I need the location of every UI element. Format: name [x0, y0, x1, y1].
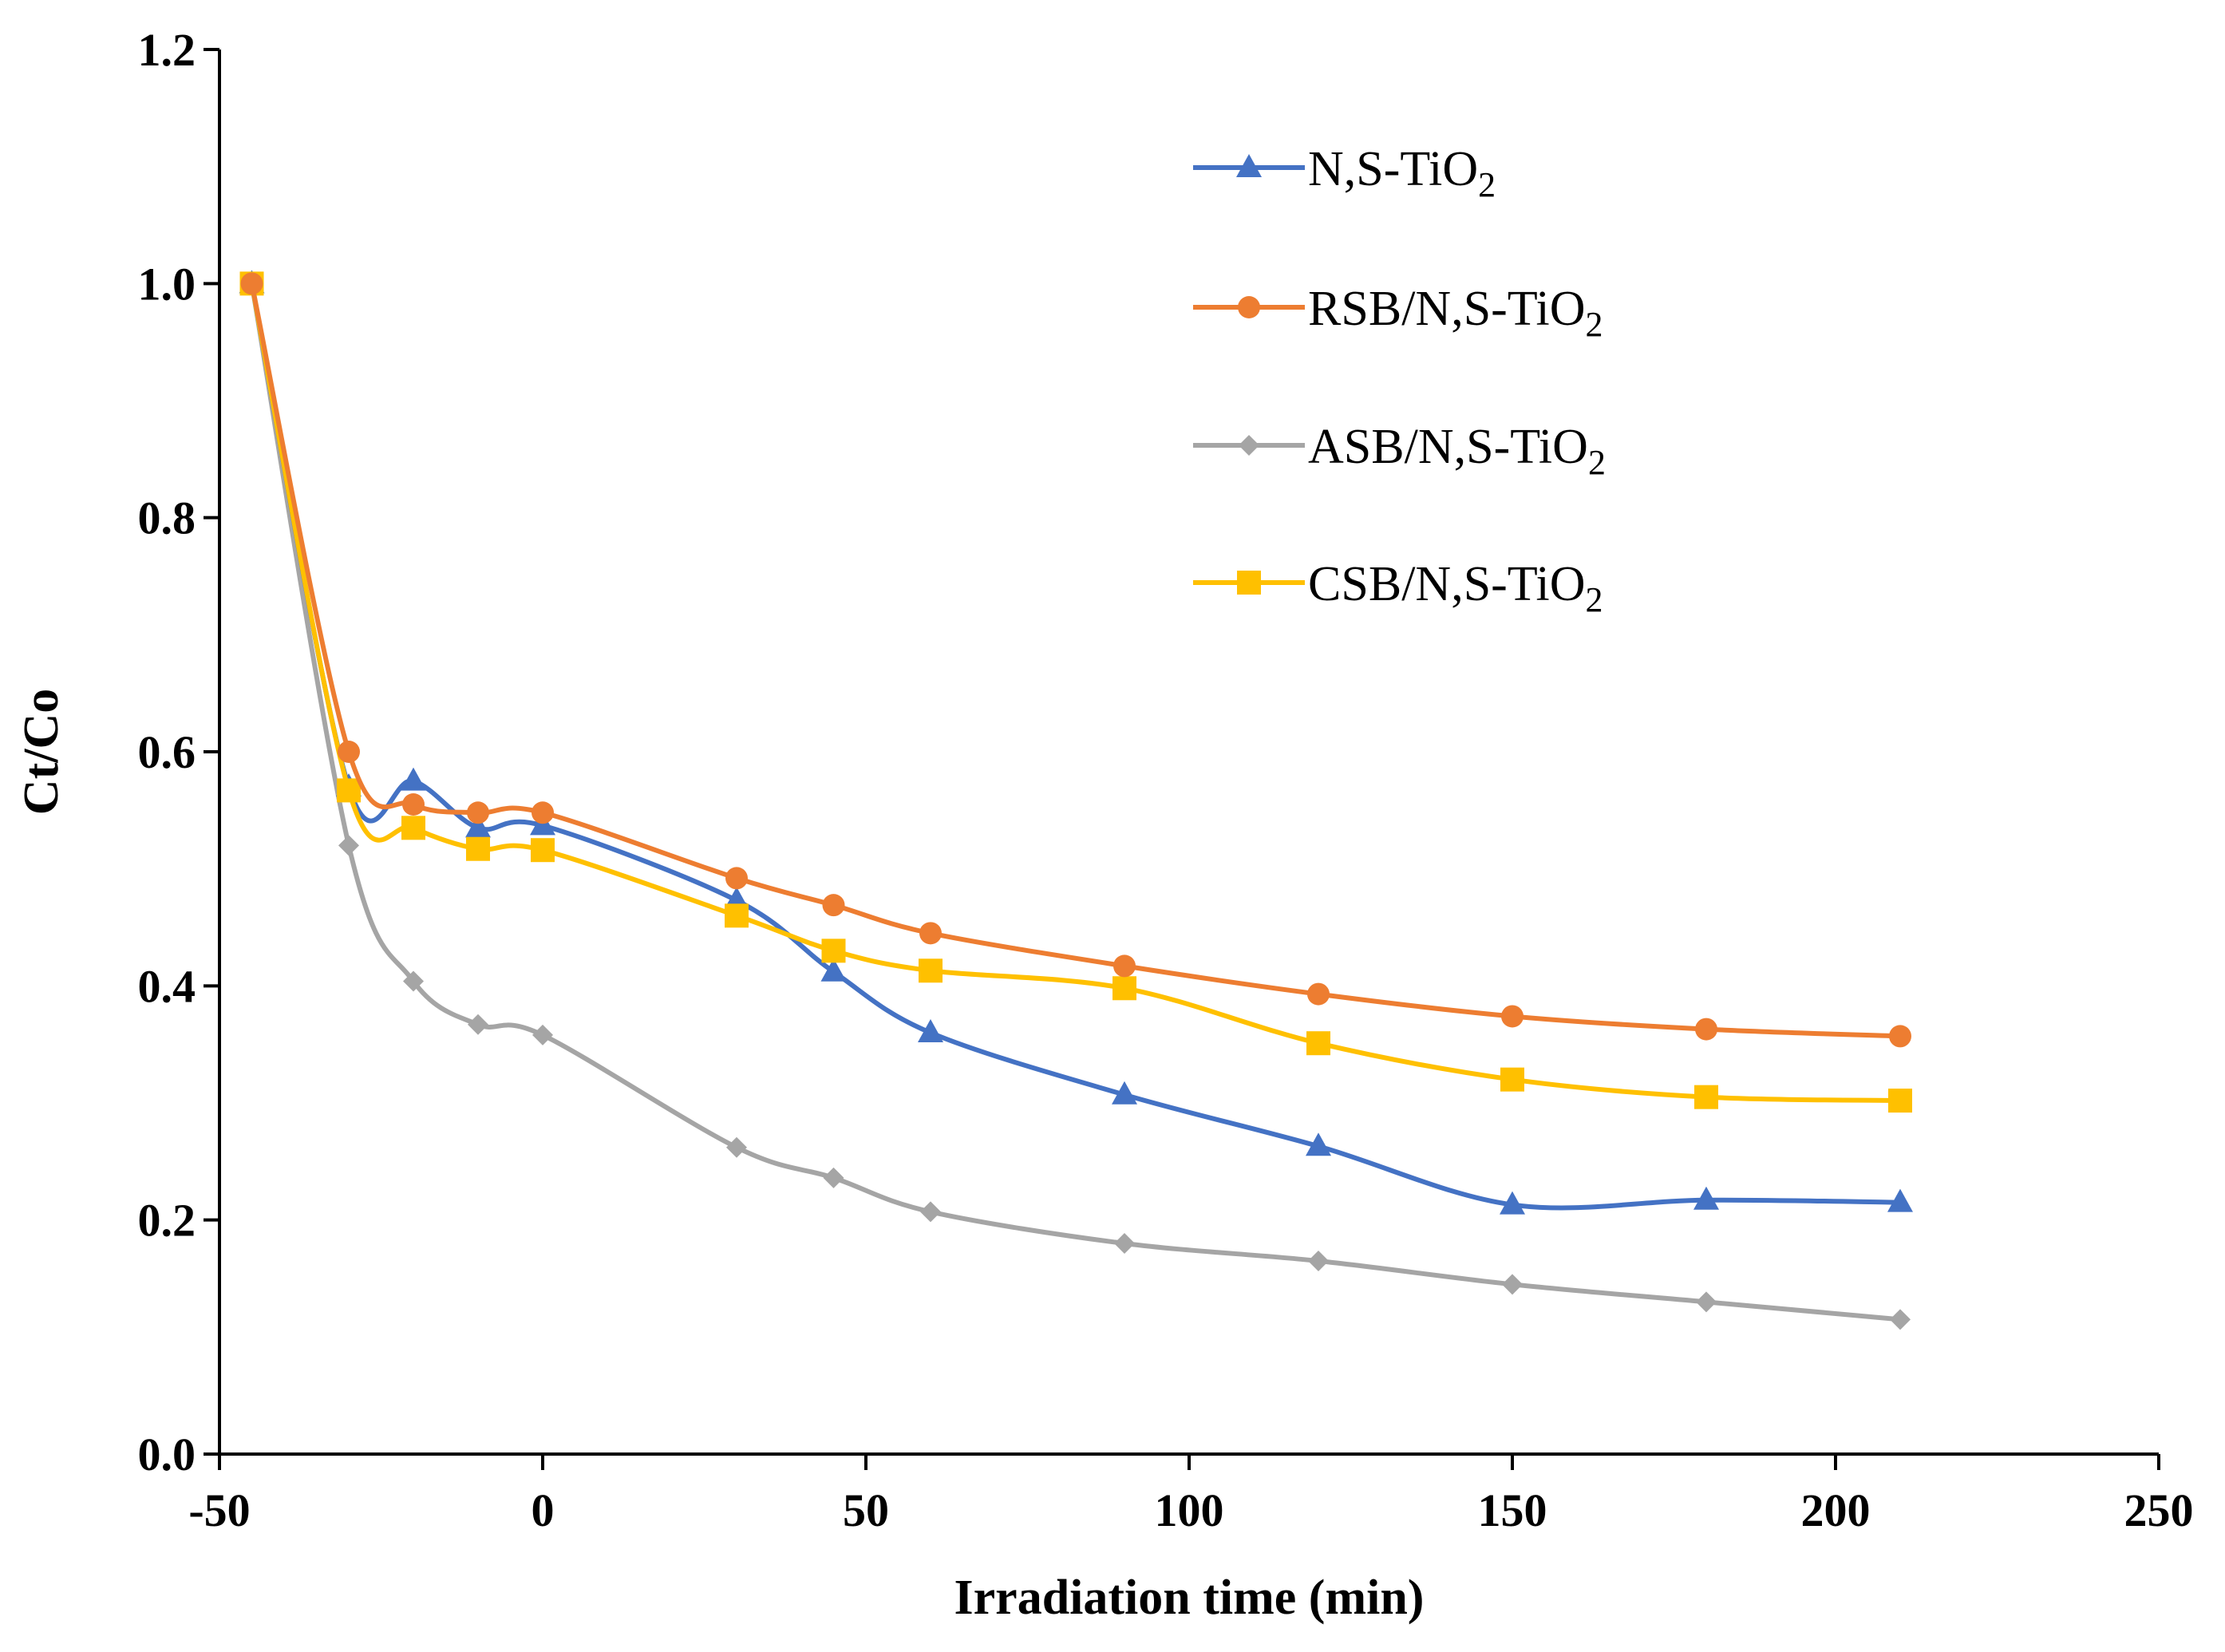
legend-marker — [1237, 571, 1261, 595]
series-line — [249, 283, 1901, 1211]
data-point — [725, 867, 748, 890]
data-point — [1500, 1191, 1525, 1215]
legend-marker — [1236, 154, 1262, 177]
data-point — [338, 741, 360, 763]
x-axis-title: Irradiation time (min) — [954, 1571, 1425, 1625]
data-point — [1112, 1081, 1137, 1105]
y-tick-label: 0.0 — [138, 1429, 196, 1480]
data-point — [403, 970, 424, 992]
data-point — [401, 767, 426, 791]
x-tick-label: 250 — [2124, 1484, 2194, 1536]
x-tick-label: 200 — [1801, 1484, 1871, 1536]
data-point — [1307, 982, 1330, 1006]
legend-entry: CSB/N,S-TiO2 — [1193, 557, 1603, 619]
x-tick-label: -50 — [188, 1484, 250, 1536]
data-point — [726, 1136, 747, 1158]
series-3 — [239, 271, 1912, 1113]
data-point — [338, 835, 359, 856]
axis-titles: Irradiation time (min) Ct/Co — [14, 689, 1424, 1625]
data-point — [468, 1014, 488, 1035]
data-point — [337, 778, 361, 803]
data-point — [1889, 1025, 1911, 1048]
data-point — [1696, 1291, 1717, 1313]
data-point — [920, 1201, 941, 1223]
legend-entry: ASB/N,S-TiO2 — [1193, 420, 1606, 482]
y-tick-label: 0.4 — [138, 960, 196, 1012]
y-tick-label: 1.0 — [138, 258, 196, 310]
data-point — [1112, 976, 1136, 1001]
axes: 0.0 0.2 0.4 0.6 0.8 1.0 1.2 -50 0 50 100 150 200 250 — [138, 24, 2194, 1536]
series-layer — [239, 270, 1913, 1330]
data-point — [466, 836, 490, 861]
data-point — [240, 272, 263, 295]
y-tick-label: 0.8 — [138, 492, 196, 544]
data-point — [532, 801, 554, 824]
legend-entry: N,S-TiO2 — [1193, 142, 1496, 204]
data-point — [1694, 1085, 1718, 1109]
y-axis-title: Ct/Co — [14, 689, 69, 815]
data-point — [1502, 1274, 1523, 1295]
series-line — [249, 283, 1901, 1322]
legend-marker — [1238, 296, 1260, 318]
data-point — [532, 1024, 553, 1045]
data-point — [821, 939, 846, 963]
data-point — [822, 894, 845, 917]
series-1 — [240, 272, 1911, 1048]
data-point — [1113, 954, 1136, 978]
data-point — [725, 903, 749, 928]
data-point — [467, 801, 489, 824]
series-line — [249, 283, 1901, 1104]
x-tick-label: 50 — [843, 1484, 889, 1536]
data-point — [1888, 1089, 1912, 1113]
data-point — [820, 958, 847, 982]
data-point — [465, 814, 491, 838]
legend-label: RSB/N,S-TiO2 — [1308, 282, 1603, 344]
legend-label: N,S-TiO2 — [1308, 142, 1496, 204]
data-point — [1695, 1018, 1717, 1041]
data-point — [1308, 1251, 1329, 1271]
data-point — [1890, 1309, 1911, 1330]
x-tick-label: 150 — [1478, 1484, 1547, 1536]
data-point — [1887, 1188, 1913, 1212]
series-2 — [241, 273, 1911, 1330]
data-point — [919, 922, 942, 945]
data-point — [1306, 1132, 1331, 1156]
legend: N,S-TiO2 RSB/N,S-TiO2 ASB/N,S-TiO2 CSB/N,S-… — [1193, 142, 1606, 619]
series-0 — [239, 270, 1913, 1215]
x-tick-label: 100 — [1155, 1484, 1224, 1536]
data-point — [402, 793, 425, 816]
y-tick-label: 0.6 — [138, 726, 196, 778]
data-point — [531, 838, 555, 863]
series-line — [249, 283, 1901, 1039]
legend-marker — [1239, 435, 1259, 456]
data-point — [919, 958, 943, 983]
x-tick-label: 0 — [532, 1484, 555, 1536]
data-point — [1693, 1186, 1719, 1210]
legend-entry: RSB/N,S-TiO2 — [1193, 282, 1603, 344]
data-point — [918, 1019, 943, 1042]
y-tick-label: 0.2 — [138, 1195, 196, 1247]
y-tick-label: 1.2 — [138, 24, 196, 76]
legend-label: CSB/N,S-TiO2 — [1308, 557, 1603, 619]
legend-label: ASB/N,S-TiO2 — [1308, 420, 1606, 482]
data-point — [1114, 1233, 1135, 1254]
data-point — [401, 816, 425, 840]
data-point — [1500, 1067, 1524, 1092]
data-point — [823, 1167, 844, 1188]
data-point — [1306, 1031, 1330, 1056]
data-point — [1501, 1005, 1524, 1028]
